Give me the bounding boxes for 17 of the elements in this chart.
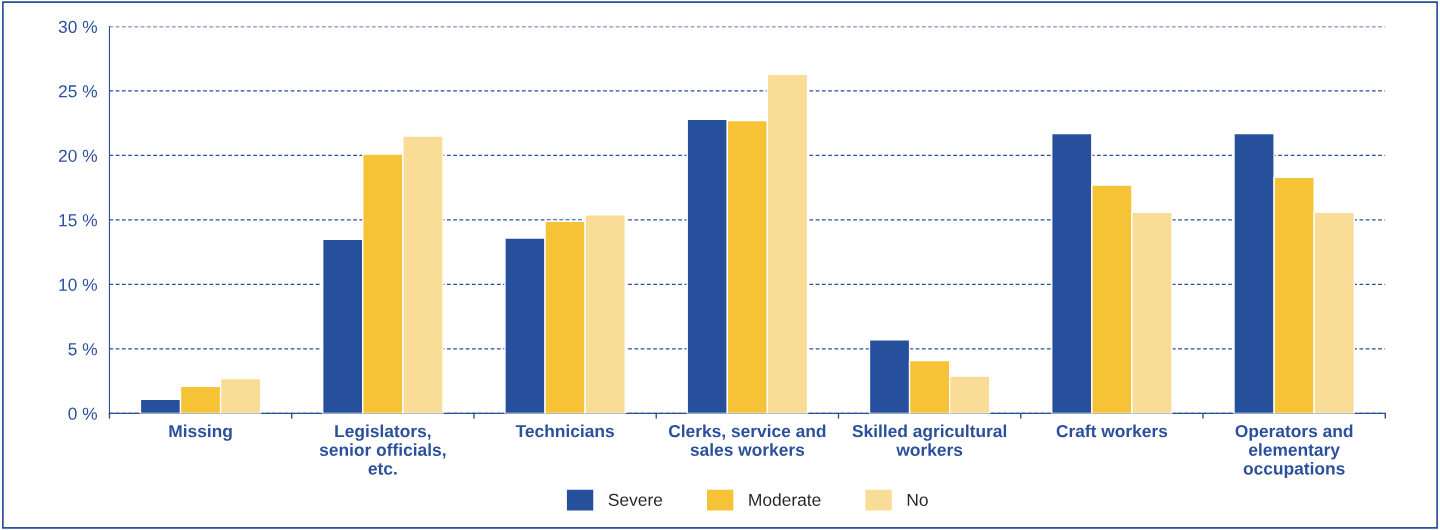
legend-label: No <box>907 493 928 507</box>
x-tick-label: Clerks, service and sales workers <box>668 424 826 456</box>
y-tick-label: 0 % <box>68 407 98 420</box>
x-tick-label: Craft workers <box>1056 424 1168 438</box>
y-tick-label: 5 % <box>68 343 98 356</box>
y-tick-label: 15 % <box>59 214 98 227</box>
x-tick-label: Operators and elementary occupations <box>1235 424 1353 479</box>
x-tick-label: Technicians <box>515 424 614 438</box>
x-tick-label: Legislators, senior officials, etc. <box>319 424 446 475</box>
y-tick-label: 25 % <box>58 85 98 98</box>
x-tick-label: Missing <box>169 424 232 441</box>
y-tick-label: 20 % <box>58 149 98 162</box>
legend-label: Moderate <box>749 493 821 507</box>
y-tick-label: 10 % <box>59 278 98 291</box>
legend-label: Severe <box>608 493 663 507</box>
y-tick-label: 30 % <box>58 20 98 33</box>
x-tick-label: Skilled agricultural workers <box>852 424 1007 457</box>
